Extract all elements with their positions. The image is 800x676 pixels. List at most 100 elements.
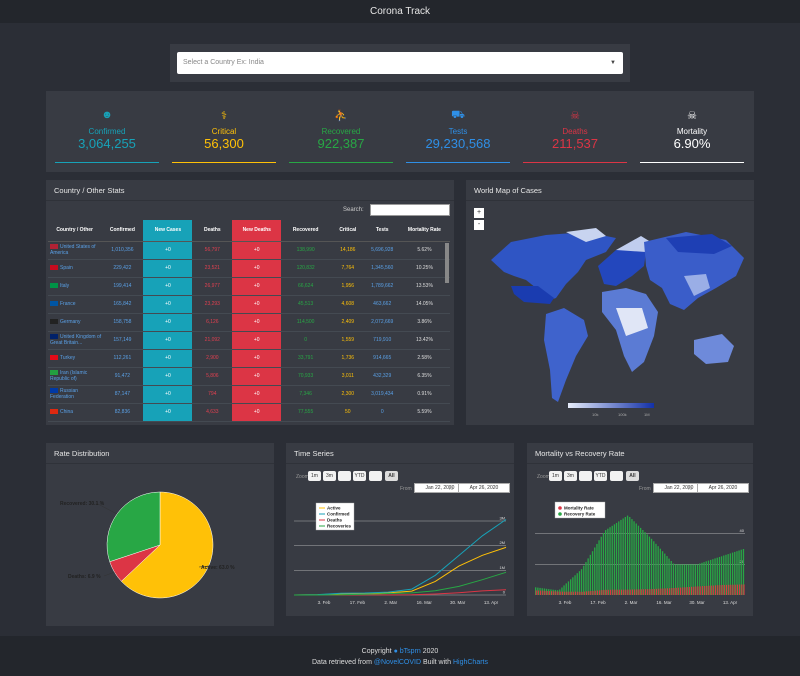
mortality-bar[interactable]: [645, 589, 647, 595]
mortality-bar[interactable]: [577, 591, 579, 595]
mortality-bar[interactable]: [719, 585, 721, 595]
table-scrollbar[interactable]: [445, 243, 449, 283]
table-row[interactable]: Germany 158,758 +0 6,126 +0 114,500 2,409 2,072…: [48, 313, 450, 332]
mortality-bar[interactable]: [651, 589, 653, 595]
recovery-bar[interactable]: [653, 541, 655, 595]
mortality-bar[interactable]: [728, 584, 730, 595]
legend-label[interactable]: Confirmed: [327, 512, 350, 517]
recovery-bar[interactable]: [611, 525, 613, 595]
series-line[interactable]: [294, 571, 507, 596]
recovery-bar[interactable]: [681, 564, 683, 595]
table-row[interactable]: Iran (Islamic Republic of) 91,472 +0 5,806 +…: [48, 367, 450, 386]
recovery-bar[interactable]: [738, 550, 740, 596]
mortality-bar[interactable]: [686, 587, 688, 595]
recovery-bar[interactable]: [578, 571, 581, 595]
country-cell[interactable]: Russian Federation: [48, 385, 102, 404]
mortality-bar[interactable]: [647, 589, 649, 595]
mortality-bar[interactable]: [717, 585, 719, 595]
country-table-scroll[interactable]: Country / Other Confirmed New Cases Deaths N…: [48, 220, 450, 422]
recovery-bar[interactable]: [561, 587, 563, 596]
mortality-bar[interactable]: [741, 584, 743, 596]
mortality-bar[interactable]: [579, 591, 581, 595]
recovery-bar[interactable]: [572, 577, 574, 595]
country-name[interactable]: Italy: [60, 283, 70, 289]
recovery-bar[interactable]: [710, 559, 712, 595]
mortality-bar[interactable]: [561, 591, 563, 595]
map-zoom-out-button[interactable]: -: [474, 220, 484, 230]
mortality-bar[interactable]: [736, 584, 738, 595]
country-name[interactable]: Russian Federation: [50, 388, 79, 400]
mortality-bar[interactable]: [743, 584, 745, 595]
mortality-bar[interactable]: [607, 589, 609, 595]
mortality-bar[interactable]: [640, 589, 642, 595]
recovery-bar[interactable]: [694, 564, 697, 595]
country-cell[interactable]: Turkey: [48, 349, 102, 368]
to-date-input[interactable]: Apr 26, 2020: [458, 483, 510, 493]
mortality-bar[interactable]: [710, 585, 712, 595]
mortality-bar[interactable]: [658, 588, 660, 595]
recovery-bar[interactable]: [703, 562, 705, 595]
recovery-bar[interactable]: [725, 554, 727, 595]
mortality-bar[interactable]: [555, 591, 557, 595]
mortality-bar[interactable]: [575, 591, 577, 595]
recovery-bar[interactable]: [736, 551, 738, 595]
recovery-bar[interactable]: [635, 523, 637, 596]
mortality-bar[interactable]: [673, 588, 675, 595]
legend-label[interactable]: Deaths: [327, 518, 343, 523]
recovery-bar[interactable]: [642, 530, 644, 595]
map-asia[interactable]: [644, 232, 744, 310]
mortality-bar[interactable]: [653, 588, 655, 595]
recovery-bar[interactable]: [622, 518, 624, 596]
mortality-bar[interactable]: [629, 589, 631, 595]
mortality-bar[interactable]: [631, 589, 633, 596]
country-name[interactable]: United States of America: [50, 244, 96, 256]
recovery-bar[interactable]: [670, 561, 672, 595]
mortality-bar[interactable]: [594, 590, 596, 595]
range-button[interactable]: YTD: [594, 471, 607, 481]
table-row[interactable]: Spain 229,422 +0 23,521 +0 120,832 7,764 1,345,…: [48, 259, 450, 278]
mortality-recovery-chart[interactable]: 20 40 3. Feb 17. Feb 2. Mar 16. Mar 30. Mar 13.…: [527, 483, 753, 613]
recovery-bar[interactable]: [570, 579, 572, 595]
mortality-bar[interactable]: [581, 591, 583, 595]
recovery-bar[interactable]: [587, 558, 589, 595]
column-header[interactable]: New Cases: [143, 220, 193, 242]
recovery-bar[interactable]: [637, 525, 640, 595]
mortality-bar[interactable]: [671, 588, 673, 595]
mortality-bar[interactable]: [715, 585, 717, 595]
mortality-bar[interactable]: [675, 587, 677, 595]
legend-label[interactable]: Recoveries: [327, 524, 352, 529]
mortality-bar[interactable]: [677, 587, 679, 595]
recovery-bar[interactable]: [602, 533, 605, 595]
recovery-bar[interactable]: [648, 536, 651, 595]
mortality-bar[interactable]: [599, 590, 601, 595]
mortality-bar[interactable]: [542, 590, 544, 595]
recovery-bar[interactable]: [657, 546, 659, 595]
column-header[interactable]: Recovered: [281, 220, 331, 242]
legend-label[interactable]: Recovery Rate: [564, 512, 596, 517]
recovery-bar[interactable]: [552, 589, 554, 595]
recovery-bar[interactable]: [580, 569, 583, 595]
map-south-america[interactable]: [544, 308, 588, 402]
recovery-bar[interactable]: [705, 561, 707, 595]
table-row[interactable]: Italy 199,414 +0 26,977 +0 66,624 1,956 1,789,6…: [48, 277, 450, 296]
mortality-bar[interactable]: [616, 589, 618, 595]
recovery-bar[interactable]: [545, 588, 548, 595]
table-row[interactable]: United Kingdom of Great Britain... 157,14…: [48, 331, 450, 350]
recovery-bar[interactable]: [574, 575, 576, 595]
mortality-bar[interactable]: [605, 589, 607, 595]
mortality-bar[interactable]: [544, 590, 546, 595]
recovery-bar[interactable]: [716, 557, 718, 595]
recovery-bar[interactable]: [626, 515, 629, 595]
mortality-bar[interactable]: [726, 584, 728, 595]
recovery-bar[interactable]: [712, 559, 714, 595]
mortality-bar[interactable]: [610, 589, 612, 595]
range-button[interactable]: All: [626, 471, 639, 481]
recovery-bar[interactable]: [690, 564, 692, 595]
table-search-input[interactable]: [370, 204, 450, 216]
range-button[interactable]: [610, 471, 623, 481]
mortality-bar[interactable]: [564, 591, 566, 595]
time-series-chart[interactable]: 0 1M 2M 3M 3. Feb 17. Feb 2. Mar 16. Mar 30. Mar…: [286, 483, 514, 613]
recovery-bar[interactable]: [675, 564, 677, 595]
country-cell[interactable]: United States of America: [48, 241, 102, 260]
recovery-bar[interactable]: [615, 522, 618, 595]
